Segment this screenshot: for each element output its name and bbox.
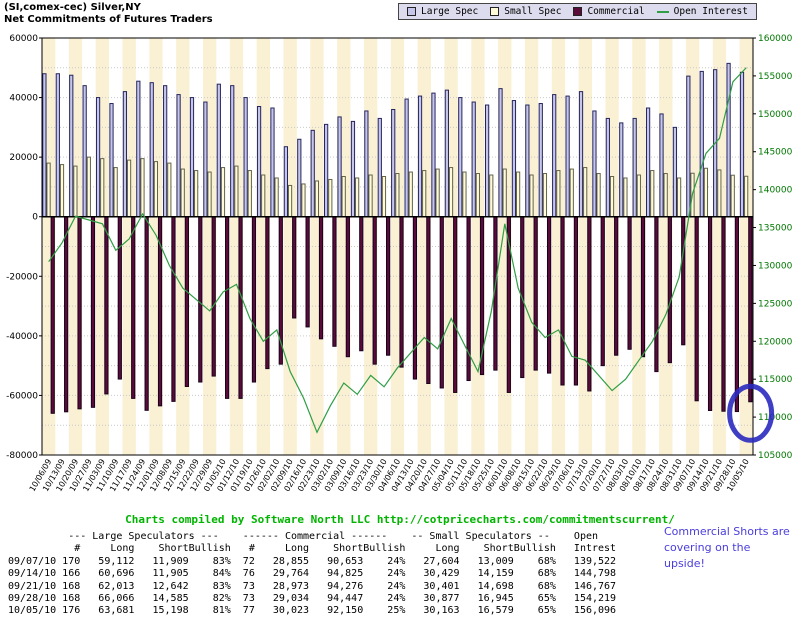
symbol-title: (SI,comex-cec) Silver,NY	[4, 2, 141, 13]
svg-text:140000: 140000	[758, 186, 793, 196]
left-axis-labels: 60000 40000 20000 0 -20000 -40000 -60000 -80000	[6, 34, 42, 461]
note-line: Commercial Shorts are	[664, 525, 790, 538]
legend-label-large-spec: Large Spec	[421, 6, 479, 17]
annotation-ellipse	[727, 383, 775, 443]
legend-label-small-spec: Small Spec	[504, 6, 562, 17]
svg-text:150000: 150000	[758, 110, 793, 120]
note-line: upside!	[664, 557, 705, 570]
svg-text:130000: 130000	[758, 261, 793, 271]
table-row: 10/05/10 176 63,681 15,198 81% 77 30,023…	[8, 605, 617, 617]
commercial-swatch-icon	[573, 7, 583, 16]
large-spec-swatch-icon	[407, 7, 417, 16]
cot-chart: 60000 40000 20000 0 -20000 -40000 -60000 -80000…	[6, 34, 793, 494]
table-row: 09/28/10 168 66,066 14,585 82% 73 29,034…	[8, 593, 617, 605]
svg-text:105000: 105000	[758, 451, 793, 461]
svg-text:125000: 125000	[758, 299, 793, 309]
legend-label-commercial: Commercial	[587, 6, 645, 17]
x-axis-labels: 10/06/0910/13/0910/20/0910/27/0911/03/09…	[28, 458, 751, 494]
svg-text:160000: 160000	[758, 34, 793, 44]
svg-text:145000: 145000	[758, 148, 793, 158]
svg-text:20000: 20000	[9, 153, 38, 163]
chart-title-block: (SI,comex-cec) Silver,NY Net Commitments…	[4, 2, 213, 26]
svg-text:0: 0	[32, 213, 38, 223]
svg-text:60000: 60000	[9, 34, 38, 44]
table-header-row: # Long ShortBullish # Long ShortBullish …	[8, 543, 617, 555]
svg-text:-80000: -80000	[6, 451, 38, 461]
legend-item-open-interest: Open Interest	[656, 6, 748, 17]
svg-text:-60000: -60000	[6, 391, 38, 401]
svg-text:-40000: -40000	[6, 332, 38, 342]
open-interest-line	[48, 67, 747, 434]
right-axis-labels: 160000 155000 150000 145000 140000 135000 1300…	[753, 34, 793, 461]
legend-label-open-interest: Open Interest	[673, 6, 748, 17]
small-spec-swatch-icon	[490, 7, 500, 16]
legend-item-large-spec: Large Spec	[407, 6, 478, 17]
svg-text:120000: 120000	[758, 337, 793, 347]
svg-text:135000: 135000	[758, 224, 793, 234]
commercial-bars	[50, 216, 753, 414]
table-row: 09/07/10 170 59,112 11,909 83% 72 28,855…	[8, 555, 617, 567]
legend: Large Spec Small Spec Commercial Open In…	[398, 3, 757, 20]
svg-text:155000: 155000	[758, 72, 793, 82]
svg-text:110000: 110000	[758, 413, 793, 423]
svg-text:115000: 115000	[758, 375, 793, 385]
legend-item-commercial: Commercial	[573, 6, 645, 17]
open-interest-line-icon	[656, 10, 669, 13]
credit-line: Charts compiled by Software North LLC ht…	[125, 513, 675, 526]
table-row: 09/14/10 166 60,696 11,905 84% 76 29,764…	[8, 568, 617, 580]
plot-border	[41, 37, 754, 456]
legend-item-small-spec: Small Spec	[490, 6, 561, 17]
note-line: covering on the	[664, 541, 751, 554]
table-row: 09/21/10 168 62,013 12,642 83% 73 28,973…	[8, 580, 617, 592]
table-header-row: --- Large Speculators --- ------ Commerc…	[8, 531, 617, 542]
chart-subtitle: Net Commitments of Futures Traders	[4, 14, 213, 25]
commentary-note: Commercial Shorts are covering on the up…	[664, 524, 796, 572]
cot-table: --- Large Speculators --- ------ Commerc…	[8, 531, 616, 618]
svg-text:40000: 40000	[9, 94, 38, 104]
svg-text:-20000: -20000	[6, 272, 38, 282]
